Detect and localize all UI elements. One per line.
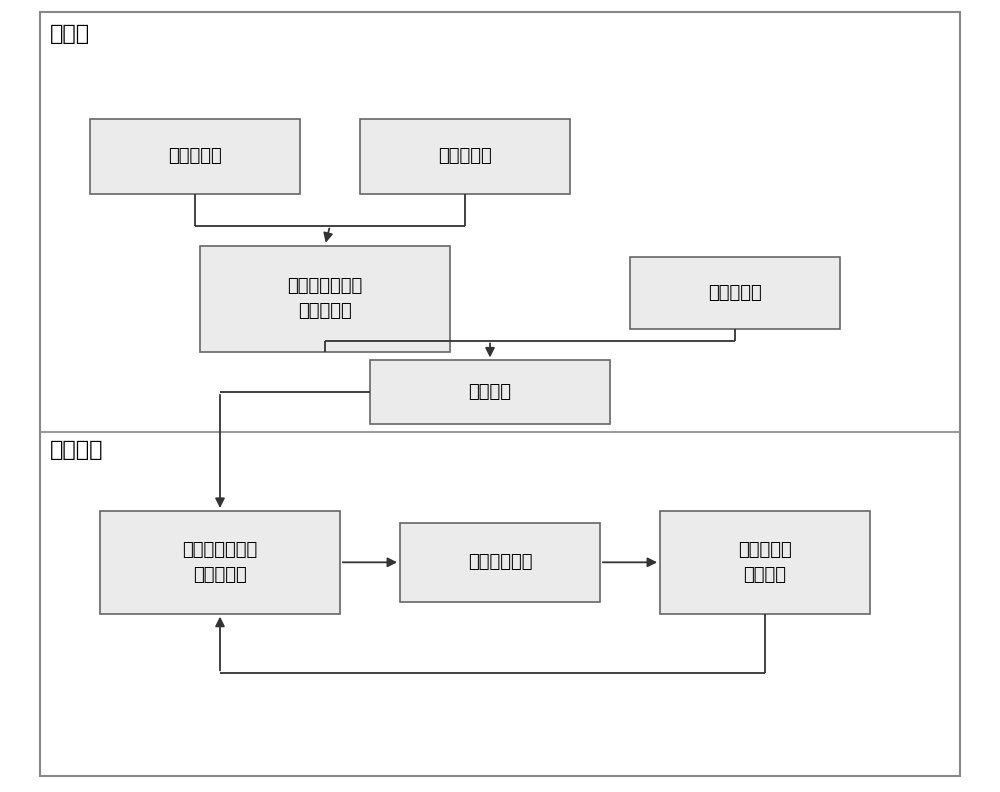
FancyBboxPatch shape	[660, 511, 870, 614]
FancyBboxPatch shape	[100, 511, 340, 614]
Text: 包含纹理信息的
四面体网格: 包含纹理信息的 四面体网格	[287, 277, 363, 321]
Text: 更新网格拓扑和
动力学参数: 更新网格拓扑和 动力学参数	[182, 541, 258, 584]
Text: 预处理: 预处理	[50, 24, 90, 44]
Text: 四面体网格: 四面体网格	[438, 147, 492, 166]
FancyBboxPatch shape	[200, 246, 450, 352]
FancyBboxPatch shape	[90, 119, 300, 194]
FancyBboxPatch shape	[360, 119, 570, 194]
FancyBboxPatch shape	[400, 523, 600, 602]
FancyBboxPatch shape	[40, 12, 960, 776]
FancyBboxPatch shape	[630, 257, 840, 329]
Text: 模拟网格: 模拟网格	[468, 383, 512, 401]
Text: 三角形网格: 三角形网格	[168, 147, 222, 166]
Text: 实时模拟: 实时模拟	[50, 440, 104, 459]
Text: 视觉渲染和
触觉渲染: 视觉渲染和 触觉渲染	[738, 541, 792, 584]
Text: 物理变形计算: 物理变形计算	[468, 554, 532, 571]
Text: 动力学参数: 动力学参数	[708, 284, 762, 302]
FancyBboxPatch shape	[370, 360, 610, 424]
